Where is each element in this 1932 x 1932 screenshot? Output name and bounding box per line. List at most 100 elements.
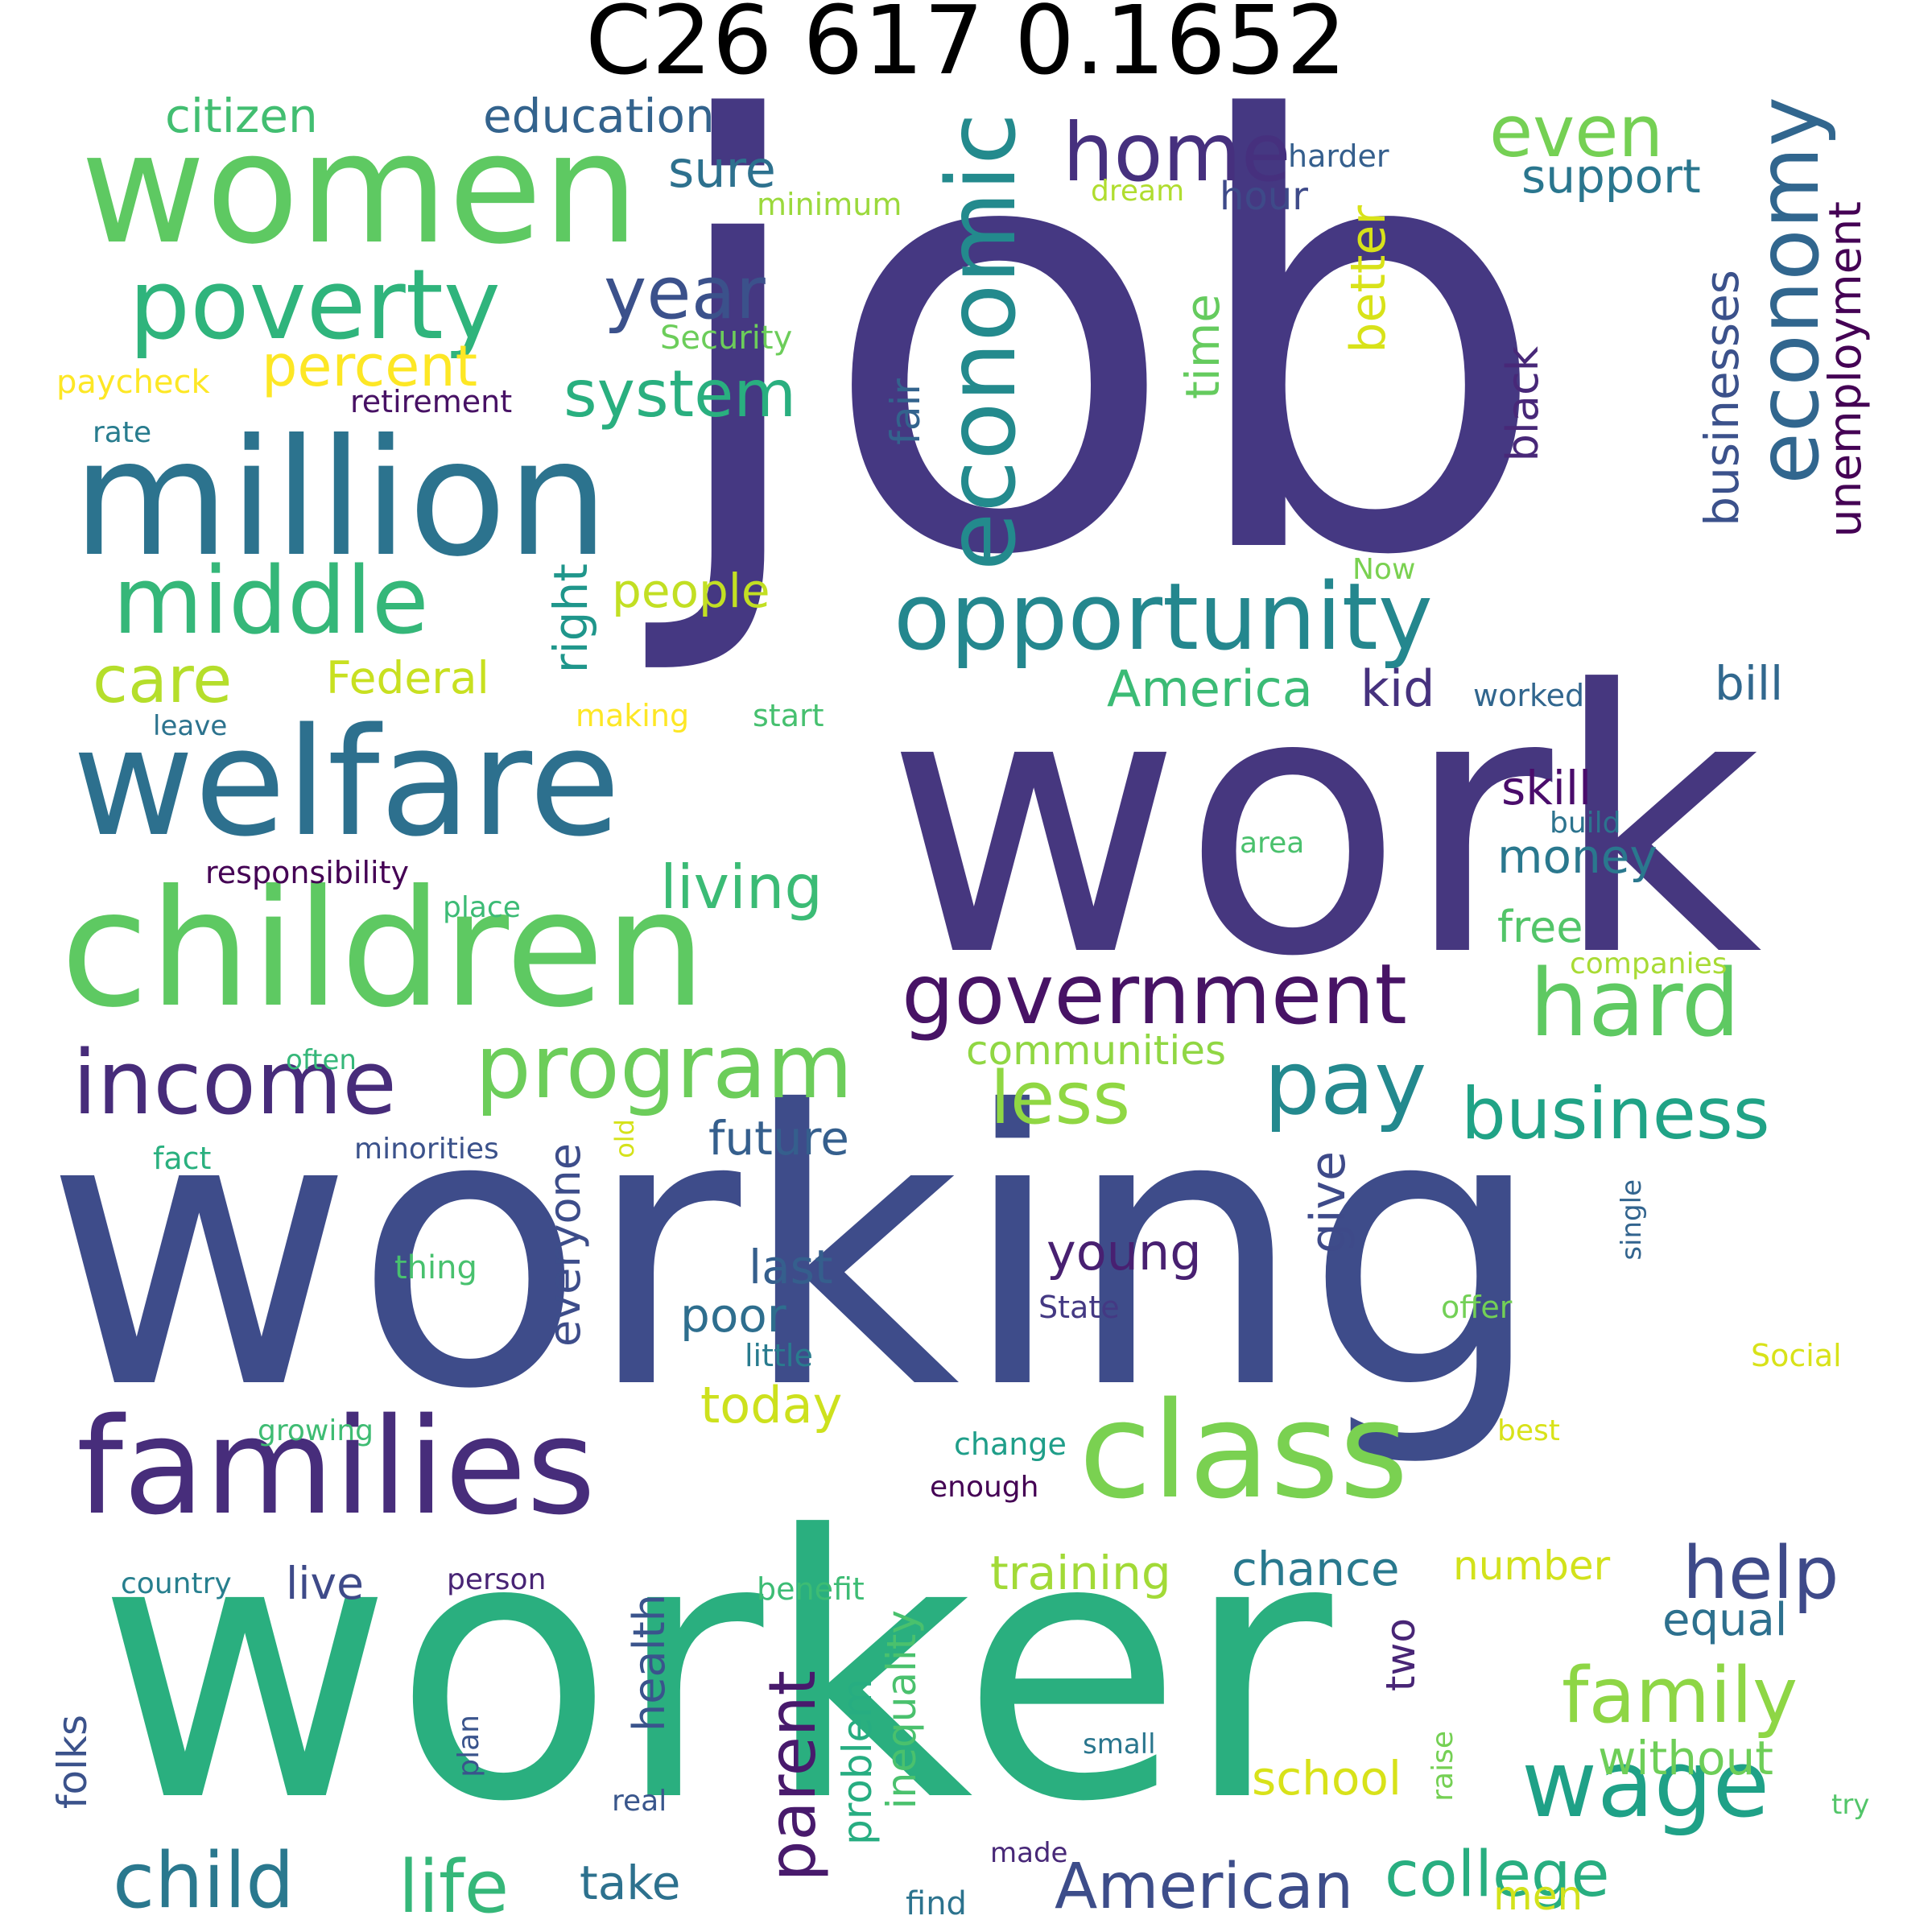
- word-fair: fair: [882, 378, 929, 445]
- word-made: made: [990, 1837, 1068, 1869]
- word-money: money: [1497, 829, 1657, 884]
- word-today: today: [700, 1376, 843, 1435]
- word-bill: bill: [1715, 656, 1784, 711]
- word-making: making: [576, 698, 690, 733]
- word-live: live: [286, 1558, 364, 1609]
- word-number: number: [1453, 1542, 1611, 1589]
- word-communities: communities: [966, 1027, 1227, 1074]
- word-pay: pay: [1264, 1031, 1427, 1134]
- word-leave: leave: [153, 710, 228, 742]
- word-fact: fact: [153, 1141, 212, 1176]
- word-support: support: [1521, 149, 1701, 204]
- word-poor: poor: [680, 1288, 786, 1343]
- word-working: working: [44, 1031, 1546, 1472]
- word-million: million: [72, 405, 609, 592]
- word-enough: enough: [930, 1471, 1039, 1504]
- word-state: State: [1038, 1290, 1120, 1325]
- word-sure: sure: [668, 140, 776, 199]
- word-year: year: [604, 251, 766, 336]
- word-young: young: [1046, 1223, 1202, 1282]
- word-start: start: [753, 698, 824, 733]
- word-change: change: [954, 1426, 1067, 1462]
- word-government: government: [902, 947, 1407, 1043]
- word-child: child: [113, 1837, 295, 1926]
- word-men: men: [1493, 1872, 1583, 1919]
- word-family: family: [1562, 1652, 1798, 1740]
- word-even: even: [1489, 90, 1664, 173]
- word-care: care: [93, 642, 233, 717]
- word-now: Now: [1352, 553, 1416, 586]
- word-free: free: [1497, 902, 1583, 952]
- word-social: Social: [1751, 1338, 1842, 1373]
- word-help: help: [1682, 1531, 1839, 1616]
- word-retirement: retirement: [350, 384, 513, 419]
- word-children: children: [60, 856, 707, 1043]
- word-everyone: everyone: [539, 1143, 590, 1348]
- word-middle: middle: [113, 547, 429, 655]
- word-better: better: [1340, 205, 1397, 353]
- word-area: area: [1240, 827, 1305, 860]
- word-businesses: businesses: [1695, 270, 1749, 526]
- word-offer: offer: [1441, 1290, 1513, 1325]
- word-percent: percent: [262, 333, 478, 399]
- word-black: black: [1497, 346, 1548, 462]
- word-opportunity: opportunity: [894, 564, 1433, 671]
- word-without: without: [1598, 1731, 1774, 1785]
- word-education: education: [483, 89, 715, 143]
- word-take: take: [580, 1856, 681, 1910]
- word-give: give: [1300, 1151, 1356, 1254]
- word-class: class: [1079, 1373, 1409, 1528]
- word-minorities: minorities: [354, 1133, 499, 1166]
- word-responsibility: responsibility: [205, 855, 409, 890]
- word-unemployment: unemployment: [1819, 201, 1871, 538]
- word-growing: growing: [258, 1414, 374, 1447]
- word-work: work: [886, 614, 1762, 1036]
- word-folks: folks: [49, 1715, 96, 1810]
- word-system: system: [564, 357, 797, 431]
- word-right: right: [543, 564, 598, 674]
- word-security: Security: [660, 320, 793, 357]
- word-small: small: [1083, 1728, 1156, 1761]
- word-problem: problem: [834, 1678, 881, 1845]
- word-person: person: [447, 1563, 547, 1596]
- word-harder: harder: [1288, 138, 1389, 174]
- word-minimum: minimum: [757, 187, 902, 222]
- word-raise: raise: [1426, 1731, 1459, 1802]
- word-best: best: [1497, 1414, 1560, 1447]
- word-chance: chance: [1232, 1542, 1400, 1596]
- word-wage: wage: [1521, 1731, 1770, 1839]
- word-home: home: [1063, 105, 1291, 200]
- word-kid: kid: [1360, 659, 1435, 718]
- word-citizen: citizen: [165, 89, 318, 143]
- word-inequality: inequality: [878, 1610, 925, 1810]
- word-skill: skill: [1501, 761, 1592, 815]
- word-time: time: [1175, 294, 1230, 400]
- word-life: life: [398, 1845, 510, 1930]
- word-income: income: [72, 1031, 397, 1134]
- word-plan: plan: [452, 1715, 485, 1777]
- word-future: future: [708, 1111, 849, 1166]
- word-find: find: [906, 1885, 967, 1922]
- word-parent: parent: [755, 1670, 830, 1882]
- word-living: living: [660, 852, 824, 923]
- word-welfare: welfare: [72, 696, 621, 869]
- word-paycheck: paycheck: [56, 364, 210, 401]
- word-school: school: [1252, 1751, 1402, 1806]
- word-rate: rate: [93, 416, 152, 449]
- word-worker: worker: [97, 1459, 1332, 1881]
- word-equal: equal: [1662, 1594, 1788, 1646]
- word-country: country: [121, 1567, 232, 1600]
- word-hard: hard: [1530, 950, 1740, 1058]
- word-build: build: [1550, 807, 1621, 840]
- word-college: college: [1385, 1839, 1610, 1911]
- word-old: old: [609, 1119, 640, 1158]
- word-program: program: [475, 1015, 853, 1118]
- word-companies: companies: [1570, 947, 1728, 980]
- word-real: real: [612, 1785, 667, 1818]
- word-little: little: [745, 1338, 813, 1373]
- word-often: often: [286, 1044, 357, 1076]
- word-dream: dream: [1091, 175, 1185, 208]
- word-health: health: [624, 1594, 675, 1732]
- word-families: families: [76, 1389, 596, 1544]
